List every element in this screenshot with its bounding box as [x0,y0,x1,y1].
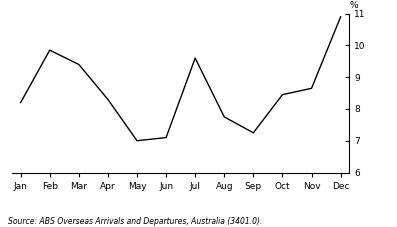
Text: %: % [349,1,358,10]
Text: Source: ABS Overseas Arrivals and Departures, Australia (3401.0).: Source: ABS Overseas Arrivals and Depart… [8,217,262,226]
